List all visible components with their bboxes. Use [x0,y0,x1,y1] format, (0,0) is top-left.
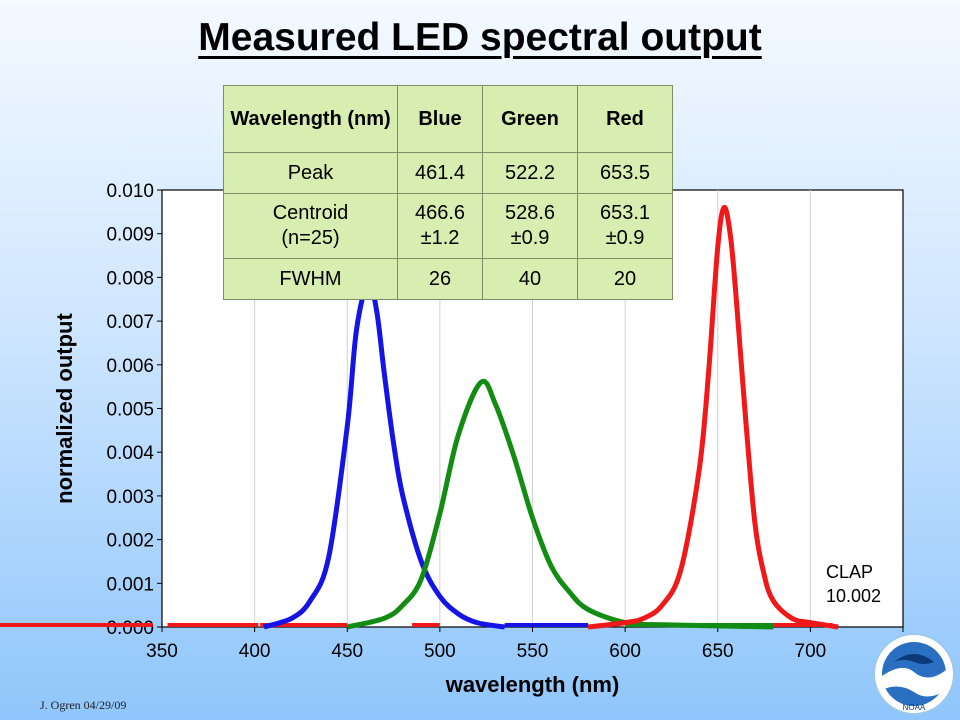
y-tick-label: 0.005 [106,400,154,421]
annotation-line2: 10.002 [826,586,881,606]
peak-label: Peak [223,152,398,194]
x-axis-title: wavelength (nm) [445,672,620,697]
series-line-blue [263,279,506,630]
page-title: Measured LED spectral output [198,16,762,59]
header-red: Red [577,85,673,153]
header-blue: Blue [397,85,483,153]
y-tick-label: 0.003 [106,487,154,508]
centroid-blue: 466.6 [414,202,466,224]
header-wavelength: Wavelength (nm) [223,85,398,153]
centroid-label-cell: Centroid (n=25) [223,193,398,259]
centroid-red-err: ±0.9 [605,227,645,249]
y-tick-label: 0.002 [106,531,154,552]
centroid-label: Centroid [272,202,349,224]
annotation-line1: CLAP [826,562,873,582]
centroid-blue-cell: 466.6 ±1.2 [397,193,483,259]
x-tick-label: 600 [609,641,641,662]
noaa-logo-icon: NOAA [873,633,955,715]
series-line-red [587,204,839,630]
peak-blue: 461.4 [397,152,483,194]
y-tick-label: 0.001 [106,574,154,595]
centroid-green: 528.6 [504,202,556,224]
centroid-green-cell: 528.6 ±0.9 [482,193,578,259]
peak-red: 653.5 [577,152,673,194]
y-tick-label: 0.000 [106,618,154,639]
y-tick-label: 0.010 [106,181,154,202]
fwhm-blue: 26 [397,258,483,300]
centroid-green-err: ±0.9 [510,227,550,249]
header-green: Green [482,85,578,153]
fwhm-red: 20 [577,258,673,300]
table-row-peak: Peak 461.4 522.2 653.5 [223,152,673,194]
x-tick-label: 500 [424,641,456,662]
x-tick-label: 350 [146,641,178,662]
y-tick-label: 0.006 [106,356,154,377]
fwhm-label: FWHM [223,258,398,300]
table-row-centroid: Centroid (n=25) 466.6 ±1.2 528.6 ±0.9 65… [223,193,673,259]
x-tick-label: 400 [239,641,271,662]
fwhm-green: 40 [482,258,578,300]
centroid-blue-err: ±1.2 [420,227,460,249]
centroid-red-cell: 653.1 ±0.9 [577,193,673,259]
logo-label: NOAA [903,703,926,712]
y-tick-label: 0.004 [106,443,154,464]
x-tick-label: 550 [517,641,549,662]
x-tick-label: 450 [331,641,363,662]
x-tick-label: 650 [702,641,734,662]
y-tick-label: 0.009 [106,225,154,246]
table-header-row: Wavelength (nm) Blue Green Red [223,85,673,153]
centroid-sub: (n=25) [281,227,340,249]
y-tick-label: 0.008 [106,268,154,289]
x-tick-label: 700 [795,641,827,662]
series-line-green [346,378,774,630]
footer-credit: J. Ogren 04/29/09 [40,698,127,712]
centroid-red: 653.1 [599,202,651,224]
led-stats-table: Wavelength (nm) Blue Green Red Peak 461.… [223,85,673,300]
y-tick-label: 0.007 [106,312,154,333]
table-row-fwhm: FWHM 26 40 20 [223,258,673,300]
peak-green: 522.2 [482,152,578,194]
y-axis-title: normalized output [52,313,77,504]
